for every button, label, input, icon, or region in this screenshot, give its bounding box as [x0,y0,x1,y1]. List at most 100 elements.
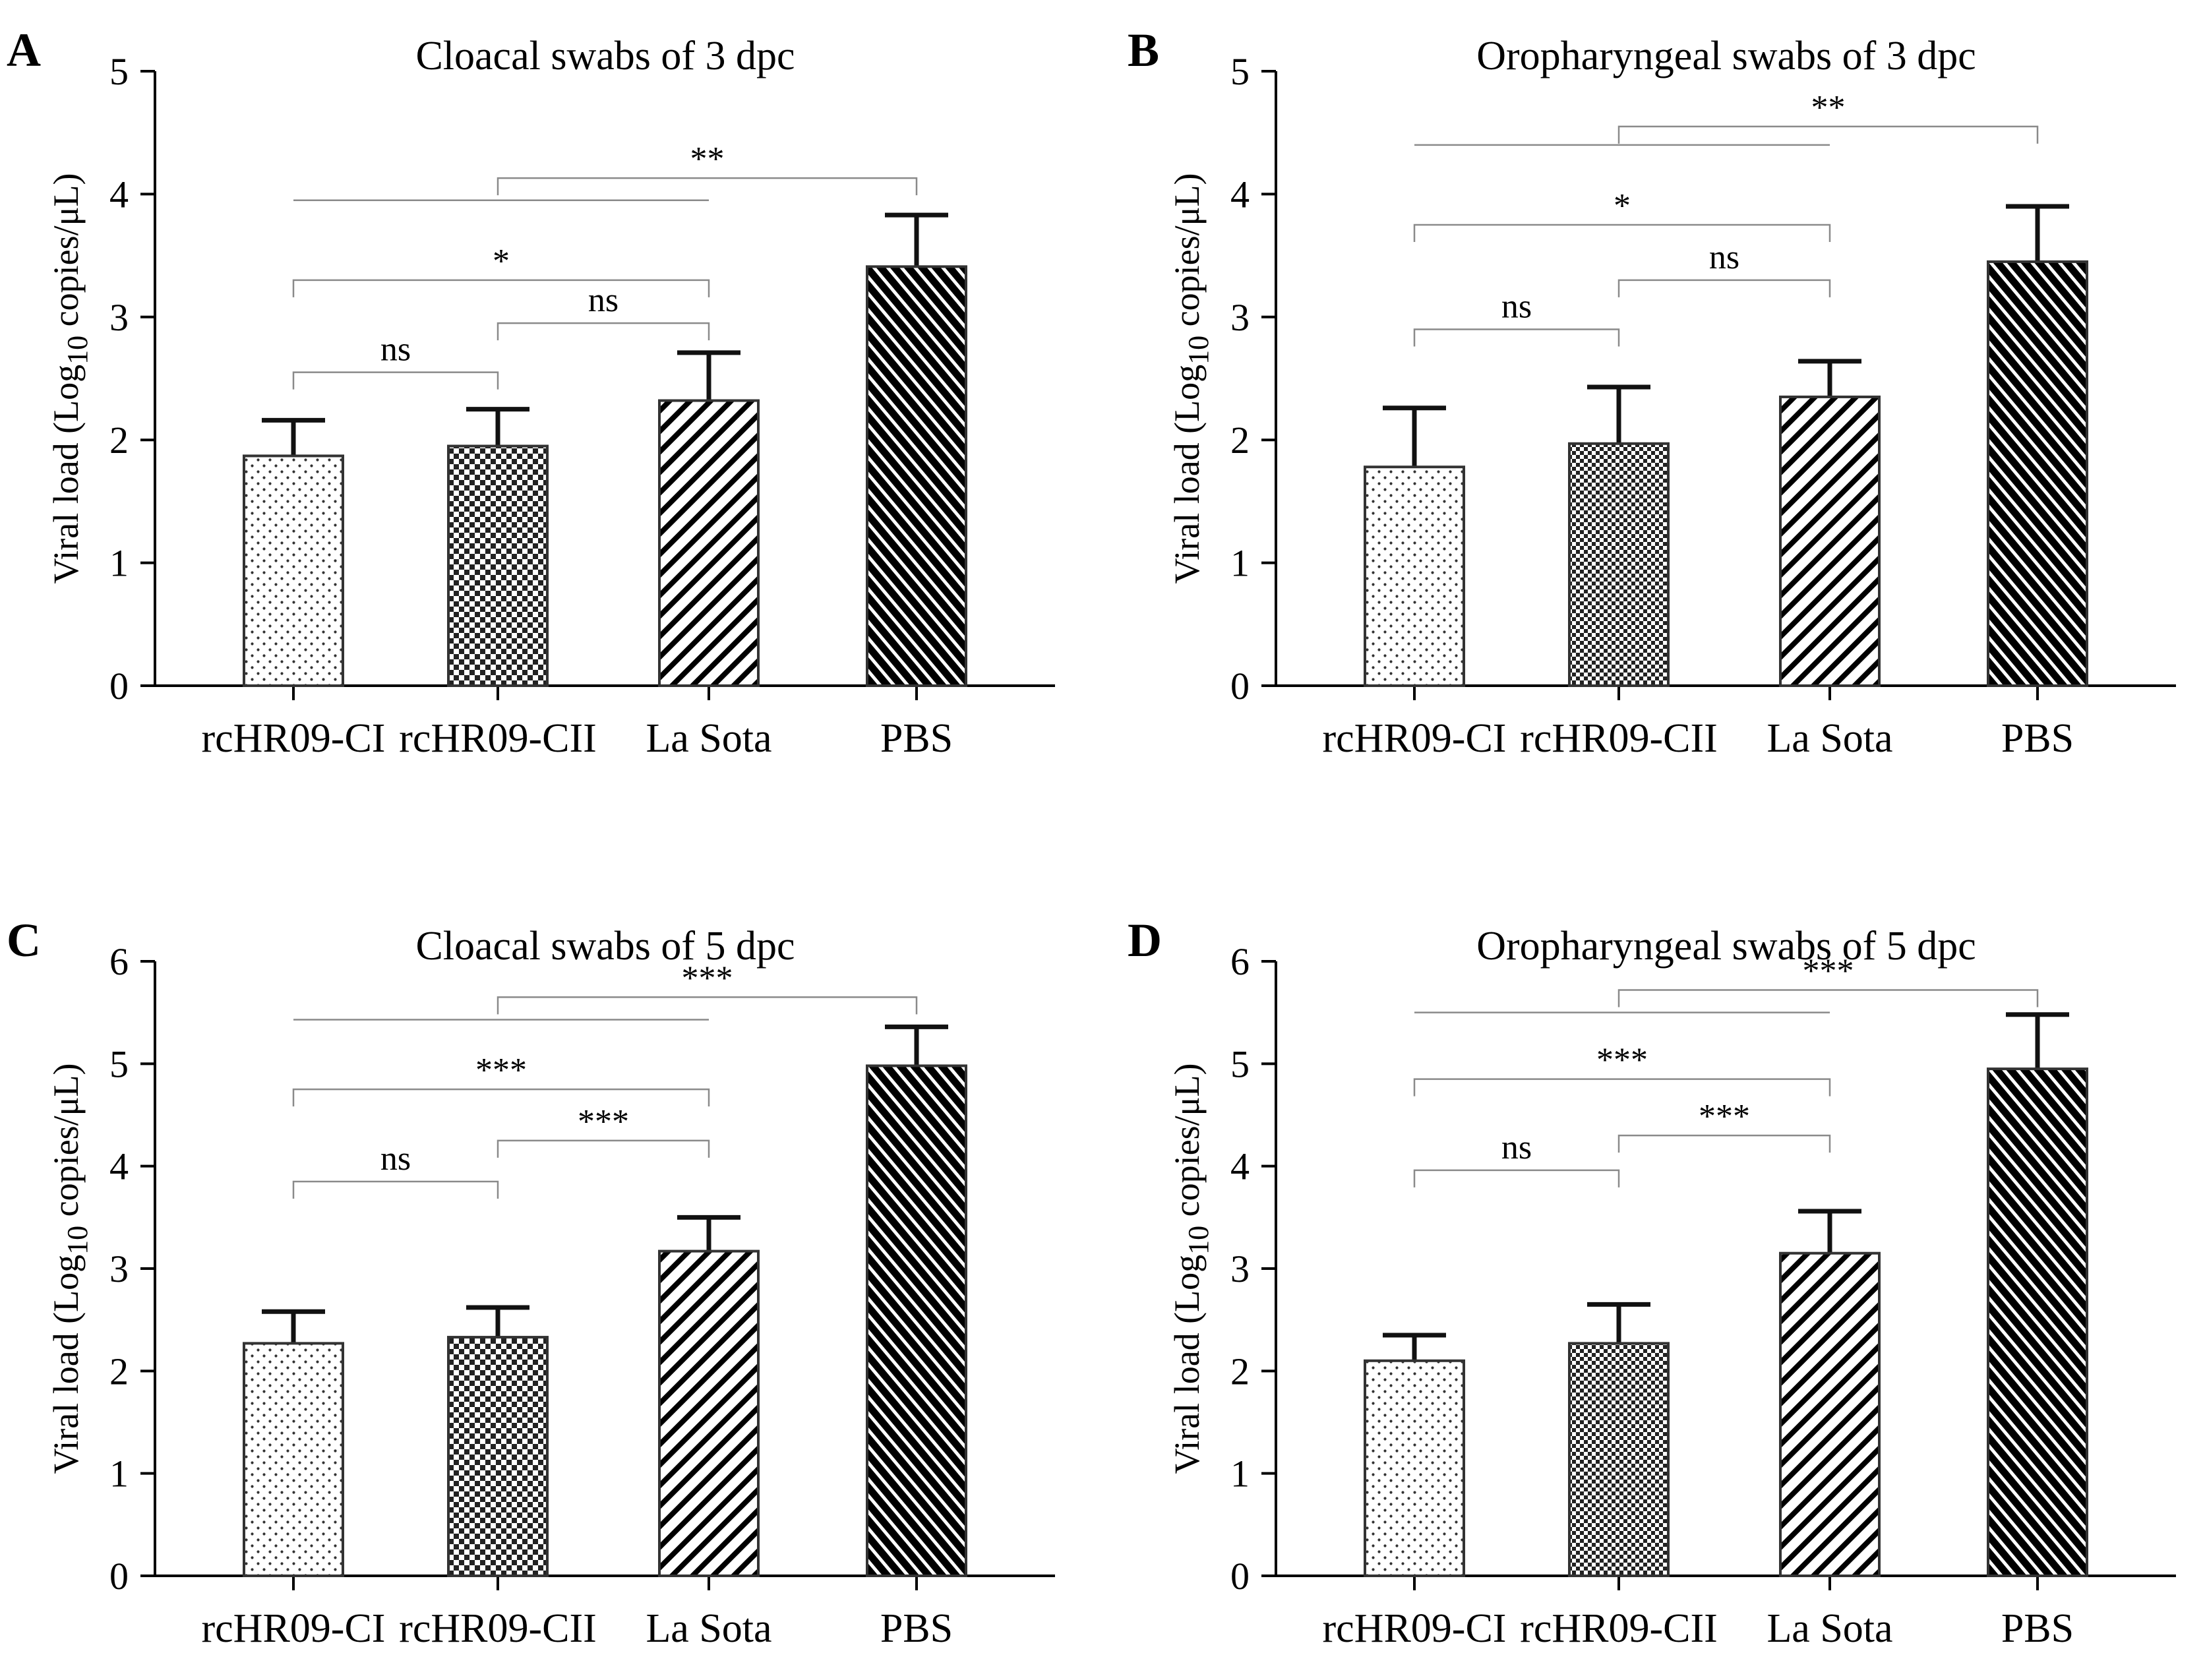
panel-c: C Cloacal swabs of 5 dpc 0 1 2 3 4 5 6 Viral load… [7,914,1055,1651]
x-tick-label: La Sota [1767,1606,1892,1651]
panel-a: A Cloacal swabs of 3 dpc 0 1 2 3 4 5 Viral load … [7,24,1055,761]
significance-label: *** [1803,952,1854,990]
y-tick-label: 5 [109,50,129,93]
y-tick-label: 5 [109,1042,129,1085]
chart-title: Oropharyngeal swabs of 5 dpc [1476,924,1976,969]
significance-label: * [493,243,510,280]
y-tick-label: 3 [109,296,129,339]
x-tick-label: rcHR09-CI [202,716,386,761]
y-tick-label: 2 [1230,419,1250,462]
significance-label: *** [682,959,733,997]
y-tick-label: 6 [1230,940,1250,983]
x-tick-label: rcHR09-CII [399,1606,597,1651]
bar [1987,260,2088,688]
y-tick-label: 1 [1230,542,1250,585]
panel-letter: C [7,914,41,967]
significance-bracket [1617,279,1831,297]
x-tick-label: rcHR09-CI [1323,1606,1507,1651]
significance-bracket [497,996,918,1015]
bar [866,1064,967,1577]
significance-label: *** [1596,1042,1648,1079]
panel-letter: B [1128,24,1159,76]
bar [243,1342,344,1577]
bar [447,1336,549,1577]
y-axis-label: Viral load (Log10 copies/μL) [46,1063,94,1474]
y-tick-label: 2 [1230,1350,1250,1393]
y-tick-label: 3 [1230,1247,1250,1290]
y-axis-label: Viral load (Log10 copies/μL) [46,173,94,584]
y-tick-label: 1 [109,542,129,585]
significance-bracket [1413,1169,1620,1187]
y-axis-label: Viral load (Log10 copies/μL) [1167,1063,1215,1474]
significance-label: ns [380,331,411,369]
y-tick-label: 4 [1230,173,1250,216]
x-tick-label: rcHR09-CII [1520,1606,1718,1651]
bar [1779,395,1881,688]
y-tick-label: 0 [109,1555,129,1598]
x-tick-label: La Sota [646,1606,771,1651]
significance-bracket [292,371,499,390]
x-tick-label: rcHR09-CII [399,716,597,761]
x-tick-label: rcHR09-CI [202,1606,386,1651]
significance-bracket [497,177,918,196]
bar [658,1249,760,1577]
significance-bracket [497,322,710,341]
bar [1364,1359,1465,1577]
bar [447,444,549,688]
significance-bracket [292,1088,710,1107]
significance-bracket [292,1180,499,1199]
y-tick-label: 4 [109,1145,129,1188]
panel-b: B Oropharyngeal swabs of 3 dpc 0 1 2 3 4 5 Viral… [1128,24,2176,761]
bar [1568,1342,1670,1577]
x-tick-label: PBS [2001,1606,2074,1651]
significance-label: ns [1709,239,1739,276]
significance-bracket [1617,989,2039,1007]
significance-label: *** [578,1103,629,1141]
y-tick-label: 2 [109,1350,129,1393]
y-tick-label: 2 [109,419,129,462]
significance-label: *** [475,1052,527,1089]
significance-label: ns [1501,287,1532,325]
bar [243,454,344,687]
x-tick-label: rcHR09-CI [1323,716,1507,761]
y-tick-label: 0 [109,665,129,707]
bar [866,265,967,688]
chart-title: Oropharyngeal swabs of 3 dpc [1476,34,1976,78]
chart-title: Cloacal swabs of 3 dpc [415,34,795,78]
significance-bracket [1413,224,1831,242]
y-axis-label: Viral load (Log10 copies/μL) [1167,173,1215,584]
x-tick-label: PBS [880,716,953,761]
x-tick-label: La Sota [1767,716,1892,761]
significance-label: ** [1811,89,1846,127]
panel-letter: D [1128,914,1162,967]
y-tick-label: 5 [1230,1042,1250,1085]
y-tick-label: 3 [1230,296,1250,339]
significance-bracket [1413,1078,1831,1096]
y-tick-label: 6 [109,940,129,983]
y-tick-label: 3 [109,1247,129,1290]
y-tick-label: 4 [109,173,129,216]
y-tick-label: 5 [1230,50,1250,93]
significance-label: * [1614,187,1631,225]
y-tick-label: 1 [109,1453,129,1495]
significance-label: ** [690,140,725,178]
y-tick-label: 0 [1230,665,1250,707]
x-tick-label: La Sota [646,716,771,761]
bar [1987,1067,2088,1578]
significance-bracket [1617,1134,1831,1153]
panel-d: D Oropharyngeal swabs of 5 dpc 0 1 2 3 4 5 6 Vira… [1128,914,2176,1651]
y-tick-label: 1 [1230,1453,1250,1495]
significance-bracket [1617,125,2039,144]
significance-bracket [497,1139,710,1158]
x-tick-label: rcHR09-CII [1520,716,1718,761]
bar [658,399,760,687]
significance-bracket [292,279,710,297]
y-tick-label: 0 [1230,1555,1250,1598]
x-tick-label: PBS [880,1606,953,1651]
significance-label: ns [588,282,619,319]
y-tick-label: 4 [1230,1145,1250,1188]
bar [1364,465,1465,687]
x-tick-label: PBS [2001,716,2074,761]
chart-title: Cloacal swabs of 5 dpc [415,924,795,969]
